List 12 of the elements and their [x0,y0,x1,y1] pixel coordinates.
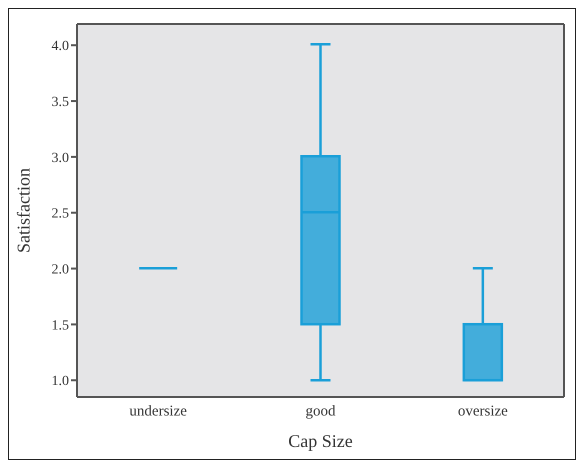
y-tick-label: 3.0 [52,150,69,166]
y-tick-label: 2.5 [52,206,69,222]
y-tick-label: 2.0 [52,262,69,278]
x-tick-label: oversize [458,404,508,420]
x-tick-label: good [306,404,336,420]
y-tick-label: 1.0 [52,374,69,390]
x-axis-title: Cap Size [288,431,353,451]
y-tick-label: 4.0 [52,39,69,54]
y-axis-title: Satisfaction [13,168,34,253]
x-tick-label: undersize [129,404,188,420]
y-tick-label: 3.5 [52,95,69,110]
y-tick-label: 1.5 [52,318,69,334]
